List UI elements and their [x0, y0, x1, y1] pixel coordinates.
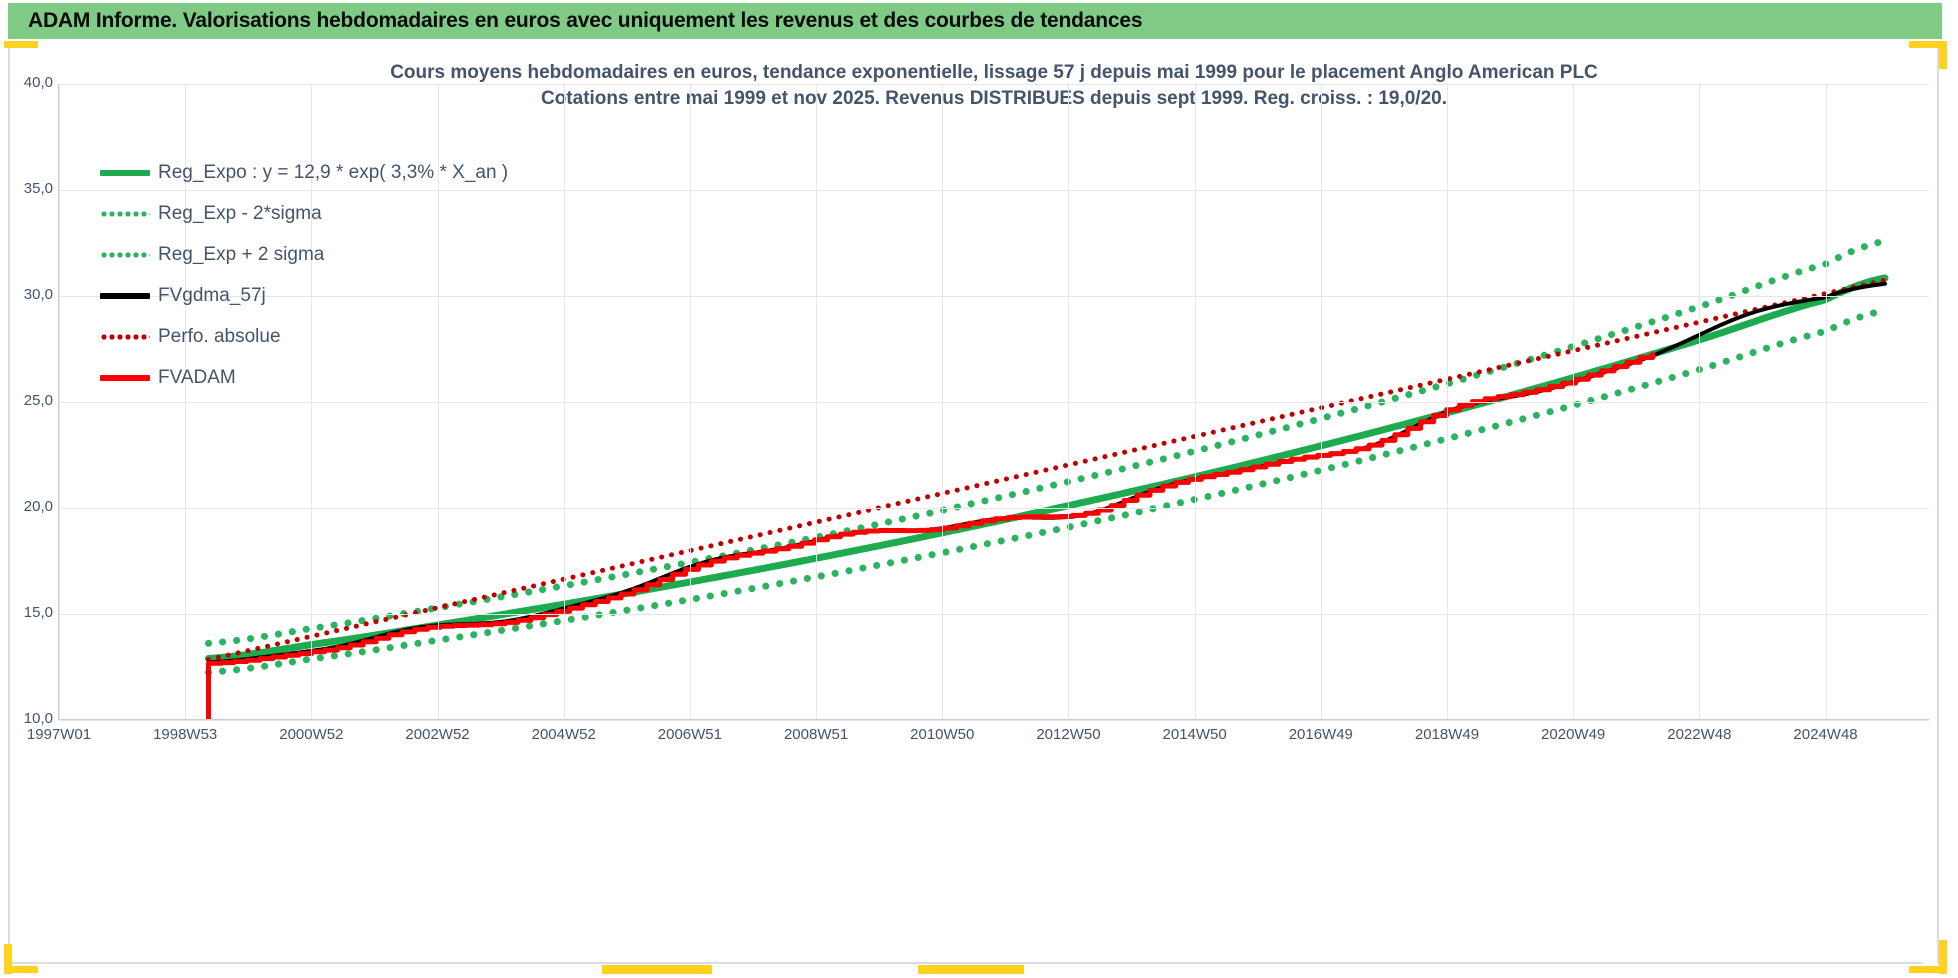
- x-axis-tick-label: 2014W50: [1162, 726, 1227, 743]
- x-axis-tick-label: 2006W51: [657, 726, 722, 743]
- selection-handle-top-right[interactable]: [1909, 41, 1943, 48]
- report-banner-title: ADAM Informe. Valorisations hebdomadaire…: [28, 9, 1143, 32]
- x-axis-tick-label: 2008W51: [783, 726, 849, 743]
- legend-label: Perfo. absolue: [158, 325, 281, 347]
- y-axis-tick-label: 40,0: [23, 74, 53, 91]
- selection-handle-bottom-center-b[interactable]: [918, 965, 1024, 974]
- legend-label: Reg_Exp + 2 sigma: [158, 243, 325, 265]
- series-perfo_absolue: [206, 277, 1888, 663]
- gridline-vertical: [438, 84, 439, 720]
- series-reg_exp_minus_2sigma: [205, 307, 1889, 676]
- legend-key-dotted-icon: [96, 328, 154, 346]
- legend-swatch: [100, 210, 150, 217]
- legend-key-dotted-icon: [96, 205, 154, 223]
- series-fvadam: [206, 352, 1656, 720]
- legend-swatch: [100, 333, 150, 340]
- gridline-vertical: [1195, 84, 1196, 720]
- gridline-vertical: [1826, 84, 1827, 720]
- chart-title-line-1: Cours moyens hebdomadaires en euros, ten…: [390, 62, 1598, 83]
- gridline-horizontal: [59, 84, 1929, 85]
- gridline-vertical: [1699, 84, 1700, 720]
- legend-item[interactable]: Perfo. absolue: [96, 316, 508, 357]
- x-axis-tick-label: 2000W52: [279, 726, 344, 743]
- chart-legend: Reg_Expo : y = 12,9 * exp( 3,3% * X_an )…: [96, 152, 508, 398]
- gridline-horizontal: [59, 614, 1929, 615]
- selection-handle-bottom-right[interactable]: [1909, 966, 1943, 973]
- plot-area: [58, 84, 1929, 721]
- legend-label: Reg_Expo : y = 12,9 * exp( 3,3% * X_an ): [158, 161, 509, 183]
- selection-handle-bottom-left[interactable]: [4, 966, 38, 973]
- y-axis-tick-label: 20,0: [23, 498, 53, 515]
- x-axis-tick-label: 2022W48: [1667, 726, 1732, 743]
- gridline-vertical: [816, 84, 817, 720]
- chart-frame-left: [8, 44, 10, 964]
- gridline-horizontal: [59, 508, 1929, 509]
- x-axis-tick-label: 1998W53: [153, 726, 218, 743]
- legend-item[interactable]: Reg_Exp + 2 sigma: [96, 234, 508, 275]
- y-axis-tick-label: 25,0: [23, 392, 53, 409]
- legend-swatch: [100, 374, 150, 381]
- x-axis-tick-label: 2010W50: [910, 726, 975, 743]
- x-axis-tick-label: 2004W52: [531, 726, 596, 743]
- gridline-vertical: [1573, 84, 1574, 720]
- legend-key-solid-icon: [96, 287, 154, 305]
- chart-frame-bottom: [8, 962, 1923, 964]
- gridline-vertical: [1321, 84, 1322, 720]
- chart-frame-right: [1937, 44, 1939, 964]
- gridline-vertical: [564, 84, 565, 720]
- legend-key-solid-icon: [96, 164, 154, 182]
- series-canvas: [205, 237, 1889, 720]
- x-axis-tick-label: 2016W49: [1288, 726, 1353, 743]
- legend-item[interactable]: Reg_Exp - 2*sigma: [96, 193, 508, 234]
- selection-handle-right-bottom[interactable]: [1939, 940, 1947, 974]
- gridline-horizontal: [59, 402, 1929, 403]
- y-axis-line: [58, 84, 59, 720]
- gridline-vertical: [59, 84, 60, 720]
- selection-handle-top-left[interactable]: [4, 41, 38, 48]
- legend-item[interactable]: FVgdma_57j: [96, 275, 508, 316]
- x-axis-tick-label: 1997W01: [26, 726, 92, 743]
- gridline-vertical: [185, 84, 186, 720]
- gridline-horizontal: [59, 190, 1929, 191]
- legend-key-solid-icon: [96, 369, 154, 387]
- gridline-vertical: [1447, 84, 1448, 720]
- series-reg_expo: [205, 274, 1889, 662]
- series-reg_exp_plus_2sigma: [205, 237, 1889, 647]
- x-axis-tick-label: 2024W48: [1793, 726, 1858, 743]
- legend-label: FVADAM: [158, 366, 236, 388]
- y-axis-tick-label: 10,0: [23, 710, 53, 727]
- legend-key-dotted-icon: [96, 246, 154, 264]
- gridline-vertical: [942, 84, 943, 720]
- legend-swatch: [100, 251, 150, 258]
- x-axis-tick-label: 2012W50: [1036, 726, 1101, 743]
- report-banner: ADAM Informe. Valorisations hebdomadaire…: [8, 3, 1942, 39]
- y-axis-tick-label: 30,0: [23, 286, 53, 303]
- selection-handle-right-top[interactable]: [1939, 41, 1947, 69]
- legend-item[interactable]: FVADAM: [96, 357, 508, 398]
- x-axis-tick-label: 2020W49: [1541, 726, 1606, 743]
- legend-swatch: [100, 169, 150, 176]
- selection-handle-left-bottom[interactable]: [4, 944, 12, 974]
- legend-label: FVgdma_57j: [158, 284, 266, 306]
- gridline-vertical: [1068, 84, 1069, 720]
- legend-label: Reg_Exp - 2*sigma: [158, 202, 322, 224]
- legend-item[interactable]: Reg_Expo : y = 12,9 * exp( 3,3% * X_an ): [96, 152, 508, 193]
- gridline-horizontal: [59, 720, 1929, 721]
- legend-swatch: [100, 292, 150, 299]
- x-axis-line: [58, 719, 1929, 720]
- gridline-vertical: [690, 84, 691, 720]
- x-axis-tick-label: 2018W49: [1414, 726, 1480, 743]
- selection-handle-bottom-center-a[interactable]: [602, 965, 712, 974]
- gridline-vertical: [311, 84, 312, 720]
- y-axis-tick-label: 15,0: [23, 604, 53, 621]
- y-axis-tick-label: 35,0: [23, 180, 53, 197]
- gridline-horizontal: [59, 296, 1929, 297]
- x-axis-tick-label: 2002W52: [405, 726, 470, 743]
